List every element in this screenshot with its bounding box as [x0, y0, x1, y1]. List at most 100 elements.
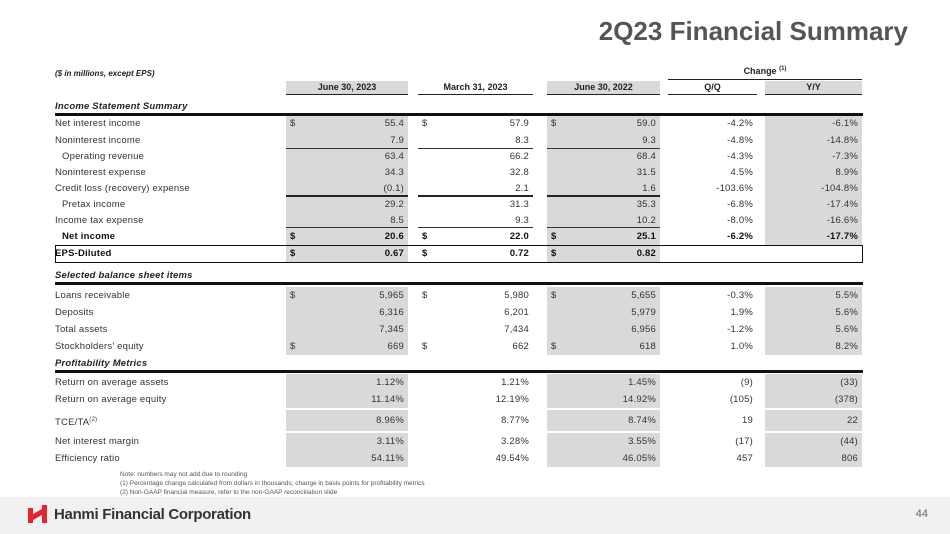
- value-cell: $669: [286, 338, 408, 355]
- cell-value: 1.0%: [730, 341, 753, 352]
- value-cell: (17): [668, 433, 757, 450]
- cell-value: -4.3%: [727, 151, 753, 162]
- row-label-text: Pretax income: [62, 199, 126, 210]
- value-cell: $0.82: [547, 246, 660, 262]
- cell-value: 5.6%: [835, 324, 858, 335]
- cell-value: 7,434: [504, 324, 529, 335]
- cell-value: 0.67: [384, 248, 404, 259]
- table-row: Return on average equity 11.14% 12.19% 14.9…: [55, 391, 863, 408]
- value-cell: 8.5: [286, 213, 408, 228]
- cell-value: -103.6%: [716, 183, 753, 194]
- value-cell: 29.2: [286, 197, 408, 213]
- cell-value: -8.0%: [727, 215, 753, 226]
- cell-value: 1.21%: [501, 377, 529, 388]
- column-header-yy: Y/Y: [765, 81, 862, 95]
- table-row: Pretax income 29.2 31.3 35.3 -6.8% -17.4%: [55, 197, 863, 213]
- value-cell: 7,345: [286, 321, 408, 338]
- dollar-sign: $: [422, 341, 428, 352]
- value-cell: -7.3%: [765, 149, 862, 165]
- cell-value: 4.5%: [730, 167, 753, 178]
- row-label: Selected balance sheet items: [55, 268, 285, 283]
- cell-value: 22.0: [509, 231, 529, 242]
- value-cell: 8.77%: [418, 410, 533, 431]
- row-label: Net interest income: [55, 115, 285, 132]
- cell-value: (33): [840, 377, 858, 388]
- value-cell: -6.1%: [765, 115, 862, 132]
- table-row: Deposits 6,316 6,201 5,979 1.9% 5.6%: [55, 304, 863, 321]
- row-label-text: Deposits: [55, 307, 94, 318]
- footnote-marker: (2): [89, 417, 98, 423]
- value-cell: $5,965: [286, 287, 408, 304]
- row-label-text: Net income: [62, 231, 116, 242]
- cell-value: 2.1: [515, 183, 529, 194]
- cell-value: 5,965: [379, 290, 404, 301]
- cell-value: 806: [841, 453, 858, 464]
- row-label: Efficiency ratio: [55, 450, 285, 467]
- cell-value: 32.8: [509, 167, 529, 178]
- cell-value: -4.2%: [727, 118, 753, 129]
- value-cell: 34.3: [286, 165, 408, 181]
- value-cell: 66.2: [418, 149, 533, 165]
- value-cell: -4.2%: [668, 115, 757, 132]
- change-header: Change (1): [668, 66, 862, 80]
- footnotes: Note: numbers may not add due to roundin…: [120, 470, 425, 497]
- cell-value: 35.3: [636, 199, 656, 210]
- value-cell: 8.2%: [765, 338, 862, 355]
- value-cell: (105): [668, 391, 757, 408]
- dollar-sign: $: [290, 248, 296, 259]
- hanmi-logo-icon: [28, 505, 47, 523]
- cell-value: 7.9: [390, 135, 404, 146]
- value-cell: 54.11%: [286, 450, 408, 467]
- value-cell: 68.4: [547, 149, 660, 165]
- table-row: TCE/TA(2) 8.96% 8.77% 8.74% 19 22: [55, 410, 863, 431]
- dollar-sign: $: [290, 290, 296, 301]
- value-cell: (33): [765, 374, 862, 391]
- row-label: Income tax expense: [55, 213, 285, 228]
- section-divider: [55, 282, 863, 285]
- value-cell: 1.21%: [418, 374, 533, 391]
- value-cell: $662: [418, 338, 533, 355]
- row-label: Net income: [55, 228, 292, 245]
- cell-value: -104.8%: [821, 183, 858, 194]
- row-label-text: Noninterest expense: [55, 167, 146, 178]
- value-cell: $55.4: [286, 115, 408, 132]
- value-cell: 49.54%: [418, 450, 533, 467]
- dollar-sign: $: [422, 290, 428, 301]
- cell-value: 6,201: [504, 307, 529, 318]
- table-row: Return on average assets 1.12% 1.21% 1.45% (…: [55, 374, 863, 391]
- table-row: Operating revenue 63.4 66.2 68.4 -4.3% -7.3%: [55, 149, 863, 165]
- cell-value: 10.2: [636, 215, 656, 226]
- eps-row-border: [55, 245, 863, 263]
- value-cell: 63.4: [286, 149, 408, 165]
- dollar-sign: $: [551, 290, 557, 301]
- row-label-text: Income Statement Summary: [55, 101, 188, 112]
- value-cell: $22.0: [418, 228, 533, 245]
- cell-value: 1.12%: [376, 377, 404, 388]
- row-label: Return on average assets: [55, 374, 285, 391]
- table-row: Loans receivable $5,965 $5,980 $5,655 -0.3% 5…: [55, 287, 863, 304]
- value-cell: $0.72: [418, 246, 533, 262]
- cell-value: 618: [639, 341, 656, 352]
- cell-value: 19: [742, 415, 753, 426]
- cell-value: 3.28%: [501, 436, 529, 447]
- footer-band: [0, 497, 950, 534]
- cell-value: 3.11%: [376, 436, 404, 447]
- value-cell: 6,201: [418, 304, 533, 321]
- cell-value: 63.4: [384, 151, 404, 162]
- change-label: Change: [743, 66, 777, 76]
- value-cell: $5,655: [547, 287, 660, 304]
- table-row: Net interest margin 3.11% 3.28% 3.55% (17) (4…: [55, 433, 863, 450]
- row-label: Operating revenue: [55, 149, 292, 165]
- cell-value: 57.9: [509, 118, 529, 129]
- table-row: Stockholders' equity $669 $662 $618 1.0% 8.2%: [55, 338, 863, 355]
- value-cell: 4.5%: [668, 165, 757, 181]
- value-cell: $618: [547, 338, 660, 355]
- section-header: Income Statement Summary: [55, 99, 863, 114]
- footnote: (1) Percentage change calculated from do…: [120, 480, 425, 487]
- page-title: 2Q23 Financial Summary: [598, 16, 908, 46]
- value-cell: 35.3: [547, 197, 660, 213]
- value-cell: 806: [765, 450, 862, 467]
- cell-value: -6.2%: [727, 231, 753, 242]
- footnote: Note: numbers may not add due to roundin…: [120, 471, 248, 478]
- cell-value: 5,655: [631, 290, 656, 301]
